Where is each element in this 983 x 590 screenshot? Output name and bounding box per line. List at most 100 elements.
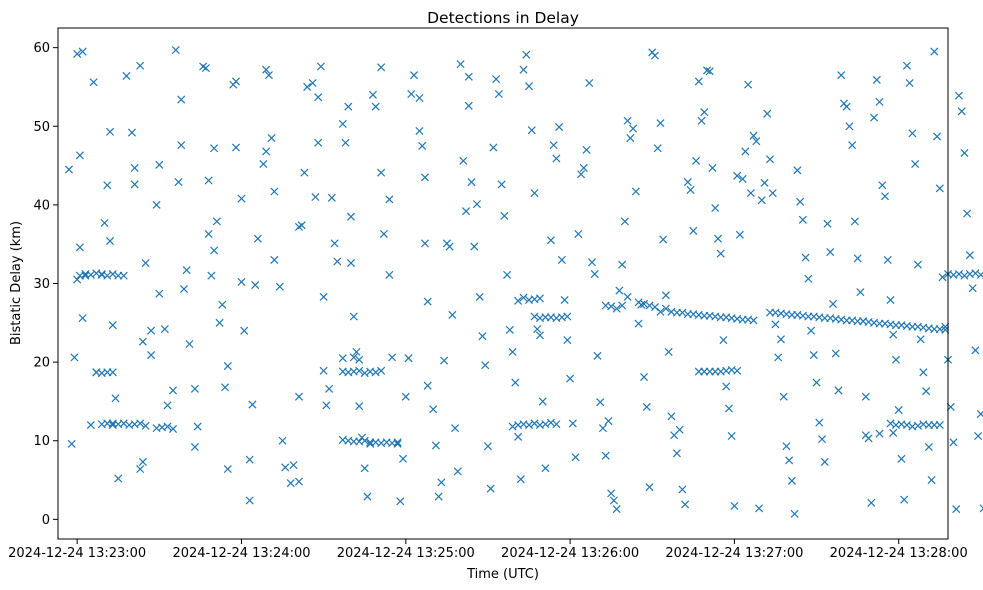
data-point <box>596 398 605 407</box>
data-point <box>656 119 665 128</box>
data-point <box>141 259 150 268</box>
data-point <box>86 270 95 279</box>
data-point <box>497 180 506 189</box>
data-point <box>815 418 824 427</box>
data-point <box>642 402 651 411</box>
data-point <box>623 116 632 125</box>
data-point <box>377 168 386 177</box>
data-point <box>886 295 895 305</box>
data-point <box>264 71 273 80</box>
data-point <box>867 498 876 507</box>
data-point <box>475 292 484 301</box>
data-point <box>346 212 356 221</box>
data-point <box>75 243 84 252</box>
data-point <box>177 141 186 150</box>
data-point <box>210 246 219 255</box>
data-point <box>853 254 862 263</box>
data-point <box>330 239 339 248</box>
data-point <box>629 124 638 133</box>
data-point <box>530 419 539 428</box>
data-point <box>957 107 966 116</box>
x-axis: 2024-12-24 13:23:00 2024-12-24 13:24:00 20… <box>8 539 968 561</box>
data-point <box>582 145 591 154</box>
y-axis-label: Bistatic Delay (km) <box>9 221 24 345</box>
data-point <box>533 325 542 334</box>
data-point <box>927 476 936 485</box>
data-point <box>360 464 369 473</box>
data-point <box>401 392 410 401</box>
data-point <box>738 174 747 183</box>
data-point <box>971 346 980 355</box>
data-point <box>275 282 284 291</box>
data-point <box>407 90 416 99</box>
data-point <box>976 409 983 419</box>
data-point <box>492 75 501 84</box>
data-point <box>73 49 82 58</box>
data-point <box>130 163 139 172</box>
data-point <box>451 424 460 433</box>
data-point <box>667 412 676 421</box>
data-point <box>834 386 843 395</box>
data-point <box>212 217 221 226</box>
data-point <box>571 453 580 462</box>
data-point <box>409 71 419 80</box>
data-point <box>549 141 558 150</box>
data-point <box>689 226 698 235</box>
data-point <box>768 189 777 198</box>
data-point <box>437 478 446 487</box>
data-point <box>724 404 733 413</box>
data-point <box>207 271 216 280</box>
data-point <box>623 292 632 301</box>
data-point <box>311 192 320 202</box>
data-point <box>749 131 758 140</box>
data-point <box>106 237 115 246</box>
data-point <box>516 475 525 484</box>
data-point <box>908 129 917 138</box>
data-point <box>935 420 944 430</box>
data-point <box>314 93 323 102</box>
y-axis: 0 10 20 30 40 50 60 <box>33 41 58 528</box>
chart-title: Detections in Delay <box>427 9 579 27</box>
data-point <box>541 420 550 429</box>
data-point <box>136 61 145 70</box>
data-point <box>338 354 347 363</box>
data-point <box>524 420 534 430</box>
data-point <box>119 419 128 428</box>
data-point <box>237 194 246 203</box>
data-point <box>694 77 703 86</box>
data-point <box>741 147 750 156</box>
data-point <box>878 181 887 190</box>
data-point <box>108 270 117 279</box>
data-point <box>368 90 377 99</box>
data-point <box>913 260 922 269</box>
data-point <box>483 442 492 451</box>
data-point <box>954 91 963 100</box>
data-point <box>448 310 457 319</box>
data-point <box>508 422 517 431</box>
data-point <box>453 467 462 476</box>
data-point <box>221 383 230 392</box>
data-point <box>779 392 788 401</box>
data-point <box>577 170 586 179</box>
data-point <box>138 457 147 466</box>
data-point <box>634 319 643 328</box>
data-point <box>812 378 821 387</box>
data-point <box>535 331 544 340</box>
data-point <box>640 299 649 308</box>
data-point <box>478 332 487 341</box>
data-point <box>719 336 728 345</box>
data-point <box>809 351 818 360</box>
data-point <box>171 45 180 55</box>
data-point <box>322 401 331 410</box>
data-point <box>675 425 684 434</box>
data-point <box>891 355 900 364</box>
data-point <box>240 326 249 335</box>
data-point <box>294 392 304 401</box>
data-point <box>952 505 961 514</box>
data-point <box>574 229 583 238</box>
data-point <box>727 431 736 441</box>
data-point <box>377 63 386 72</box>
data-point <box>505 325 514 334</box>
data-point <box>678 485 687 494</box>
data-point <box>155 289 164 298</box>
